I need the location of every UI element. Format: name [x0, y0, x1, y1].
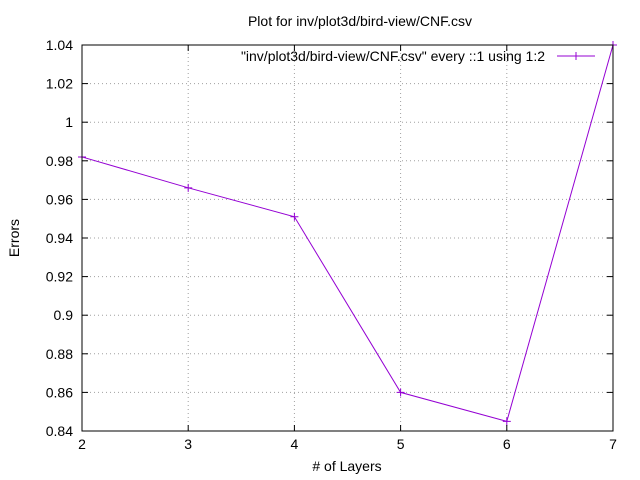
legend: "inv/plot3d/bird-view/CNF.csv" every ::1… [241, 48, 595, 64]
data-point-marker [502, 417, 511, 426]
data-point-marker [184, 183, 193, 192]
plot-frame [81, 44, 614, 432]
y-axis-label: Errors [6, 219, 22, 257]
y-tick-label: 0.86 [46, 384, 73, 400]
y-tick-label: 1.02 [46, 76, 73, 92]
data-point-marker [396, 388, 405, 397]
series-line [81, 44, 614, 422]
data-point-marker [290, 212, 299, 221]
y-tick-label: 0.84 [46, 423, 73, 439]
x-tick-label: 6 [503, 436, 511, 452]
y-tick-label: 0.98 [46, 153, 73, 169]
x-tick-label: 3 [184, 436, 192, 452]
y-tick-labels: 0.84 0.86 0.88 0.9 0.92 0.94 0.96 0.98 1 1.02 1.04 [46, 37, 73, 439]
y-tick-label: 0.9 [54, 307, 74, 323]
y-tick-label: 1.04 [46, 37, 73, 53]
axis-ticks [81, 44, 614, 432]
legend-marker [572, 52, 580, 60]
grid-lines [82, 45, 613, 431]
x-tick-label: 4 [291, 436, 299, 452]
y-tick-label: 1 [65, 114, 73, 130]
x-tick-label: 5 [397, 436, 405, 452]
y-tick-label: 0.92 [46, 269, 73, 285]
x-tick-labels: 2 3 4 5 6 7 [78, 436, 617, 452]
series-layer [78, 41, 617, 426]
x-axis-label: # of Layers [312, 458, 381, 474]
y-tick-label: 0.88 [46, 346, 73, 362]
legend-label: "inv/plot3d/bird-view/CNF.csv" every ::1… [241, 48, 545, 64]
y-tick-label: 0.94 [46, 230, 73, 246]
chart-title: Plot for inv/plot3d/bird-view/CNF.csv [248, 13, 472, 29]
x-tick-label: 7 [609, 436, 617, 452]
y-tick-label: 0.96 [46, 191, 73, 207]
x-tick-label: 2 [78, 436, 86, 452]
